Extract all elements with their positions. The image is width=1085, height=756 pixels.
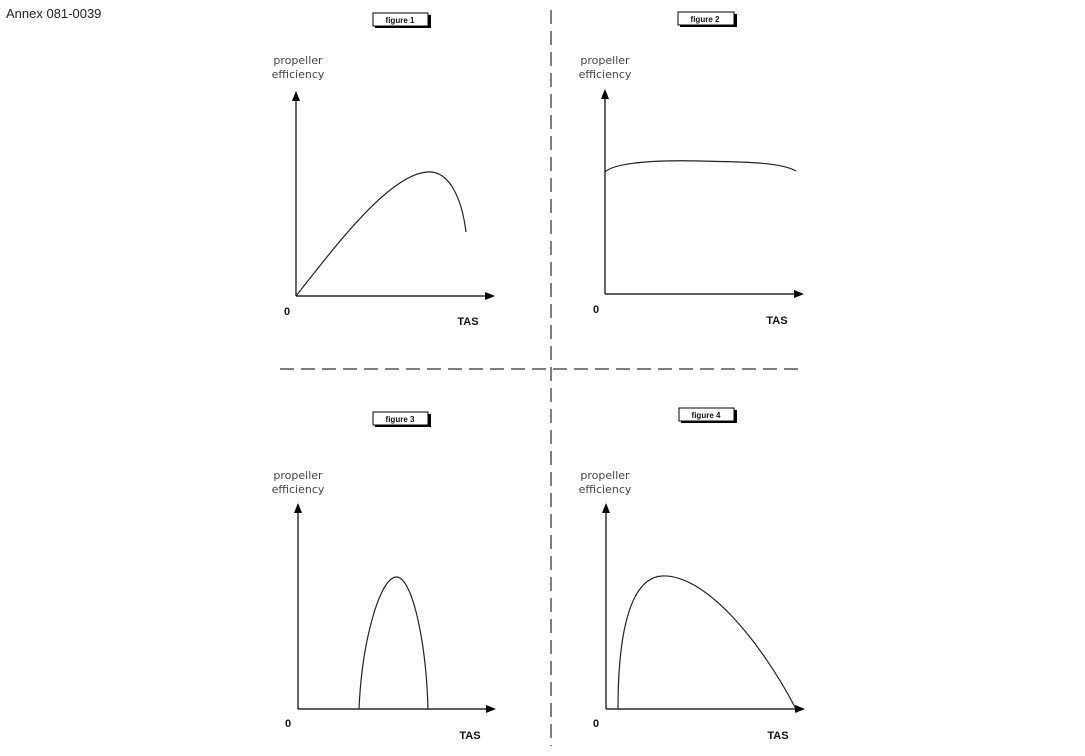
figure-1-efficiency-curve	[295, 171, 467, 297]
figure-3-tag: figure 3	[372, 411, 431, 427]
figure-2-tag-label: figure 2	[691, 15, 720, 24]
figure-4-y-label-line2: efficiency	[579, 483, 632, 496]
figure-1-x-arrow	[485, 292, 495, 300]
figure-1-tag-label: figure 1	[386, 16, 415, 25]
figure-4-x-label: TAS	[767, 730, 788, 742]
figure-3-efficiency-curve	[358, 576, 429, 710]
figure-4-tag: figure 4	[678, 407, 737, 423]
figure-4-efficiency-curve	[617, 575, 797, 710]
figure-1: figure 1 propeller efficiency 0 TAS	[272, 12, 495, 328]
figure-2-y-label-line1: propeller	[580, 54, 630, 67]
figure-2-x-label: TAS	[766, 315, 787, 327]
figure-3-y-label-line1: propeller	[273, 469, 323, 482]
figure-3: figure 3 propeller efficiency 0 TAS	[272, 411, 496, 742]
figure-2-efficiency-curve	[604, 160, 797, 173]
figure-3-y-arrow	[294, 503, 302, 513]
figure-4-x-arrow	[795, 705, 805, 713]
figure-3-y-label-line2: efficiency	[272, 483, 325, 496]
figure-1-x-label: TAS	[457, 316, 478, 328]
figure-1-tag: figure 1	[372, 12, 431, 28]
figure-3-x-arrow	[486, 705, 496, 713]
figure-2-y-label-line2: efficiency	[579, 68, 632, 81]
figure-2-x-arrow	[794, 290, 804, 298]
figure-2: figure 2 propeller efficiency 0 TAS	[579, 11, 804, 327]
figure-1-y-arrow	[292, 91, 300, 101]
figure-4-origin-label: 0	[593, 718, 599, 730]
figure-4: figure 4 propeller efficiency 0 TAS	[579, 407, 805, 742]
figure-4-y-label-line1: propeller	[580, 469, 630, 482]
figure-1-y-label-line2: efficiency	[272, 68, 325, 81]
figure-4-tag-label: figure 4	[692, 411, 721, 420]
figure-2-y-arrow	[601, 89, 609, 99]
figure-2-tag: figure 2	[677, 11, 737, 27]
figure-1-origin-label: 0	[284, 306, 290, 318]
figure-1-y-label-line1: propeller	[273, 54, 323, 67]
figure-2-origin-label: 0	[593, 304, 599, 316]
figure-3-x-label: TAS	[459, 730, 480, 742]
figure-3-origin-label: 0	[285, 718, 291, 730]
annex-label: Annex 081-0039	[6, 6, 102, 21]
figure-4-y-arrow	[602, 503, 610, 513]
figure-3-tag-label: figure 3	[386, 415, 415, 424]
